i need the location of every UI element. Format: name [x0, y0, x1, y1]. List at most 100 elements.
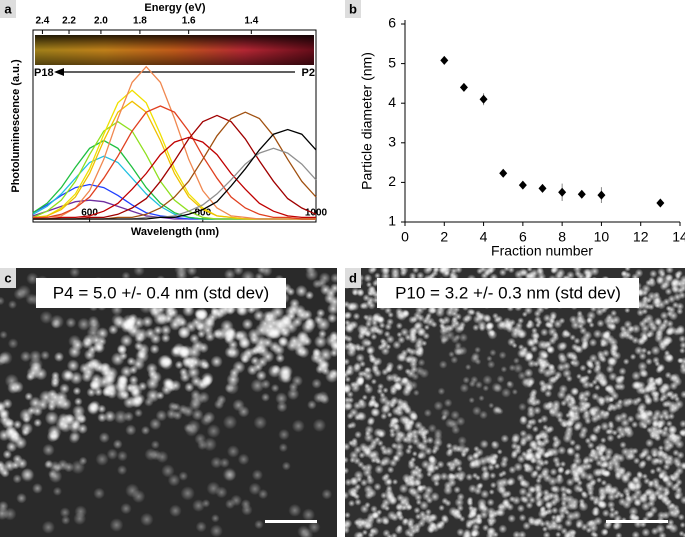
particle: [501, 366, 508, 373]
particle: [609, 347, 617, 355]
particle: [600, 341, 606, 347]
particle: [421, 435, 427, 441]
particle: [50, 431, 60, 441]
particle: [370, 505, 378, 513]
particle: [451, 335, 460, 344]
particle: [639, 301, 648, 310]
particle: [316, 309, 325, 318]
particle: [478, 395, 484, 401]
particle: [607, 357, 616, 366]
particle: [511, 442, 519, 450]
particle: [261, 393, 270, 402]
particle: [180, 372, 191, 383]
particle: [396, 502, 406, 512]
particle: [535, 488, 545, 498]
particle: [74, 397, 83, 406]
particle: [636, 309, 644, 317]
particle: [594, 384, 600, 390]
particle: [557, 352, 566, 361]
particle: [140, 513, 153, 526]
particle: [585, 473, 594, 482]
particle: [200, 414, 212, 426]
particle: [675, 439, 685, 449]
particle: [634, 346, 643, 355]
particle: [360, 504, 369, 513]
particle: [524, 368, 534, 378]
particle: [107, 449, 118, 460]
particle: [350, 381, 356, 387]
particle: [311, 378, 321, 388]
particle: [516, 474, 524, 482]
particle: [288, 504, 301, 517]
particle: [214, 399, 224, 409]
particle: [631, 324, 641, 334]
particle: [656, 277, 664, 285]
particle: [449, 419, 459, 429]
particle: [540, 328, 548, 336]
particle: [487, 498, 495, 506]
particle: [156, 410, 168, 422]
particle: [638, 452, 646, 460]
particle: [145, 328, 156, 339]
panel-label: c: [4, 270, 11, 285]
particle: [509, 364, 516, 371]
particle: [416, 485, 425, 494]
particle: [486, 356, 492, 362]
particle: [198, 392, 210, 404]
particle: [381, 368, 388, 375]
particle: [543, 314, 552, 323]
particle: [287, 388, 299, 400]
particle: [365, 314, 375, 324]
particle: [563, 395, 572, 404]
y-tick-label: 4: [388, 94, 396, 110]
particle: [431, 448, 437, 454]
particle: [557, 342, 567, 352]
particle: [413, 390, 420, 397]
particle: [664, 350, 670, 356]
particle: [313, 419, 326, 432]
particle: [120, 503, 131, 514]
particle: [392, 423, 401, 432]
particle: [573, 423, 581, 431]
particle: [354, 343, 361, 350]
particle: [312, 349, 322, 359]
particle: [405, 384, 413, 392]
particle: [570, 498, 579, 507]
particle: [487, 360, 495, 368]
particle: [356, 353, 365, 362]
particle: [673, 327, 682, 336]
particle: [401, 518, 409, 526]
particle: [569, 439, 576, 446]
particle: [497, 375, 505, 383]
particle: [488, 264, 497, 273]
x2-tick-label: 2.2: [62, 16, 76, 27]
particle: [660, 271, 666, 277]
particle: [89, 381, 98, 390]
particle: [508, 466, 516, 474]
particle: [66, 317, 77, 328]
scale-bar: [265, 520, 317, 523]
particle: [372, 401, 379, 408]
particle: [511, 433, 520, 442]
particle: [353, 313, 361, 321]
particle: [252, 469, 263, 480]
particle: [187, 265, 198, 276]
particle: [412, 451, 418, 457]
particle: [396, 363, 404, 371]
particle: [579, 364, 586, 371]
particle: [674, 271, 681, 278]
particle: [598, 501, 606, 509]
particle: [295, 345, 307, 357]
particle: [81, 371, 93, 383]
particle: [439, 520, 445, 526]
arrow-head: [54, 68, 64, 76]
particle: [657, 418, 666, 427]
particle: [380, 405, 390, 415]
particle: [485, 323, 493, 331]
particle: [552, 485, 561, 494]
particle: [114, 410, 128, 424]
particle: [426, 265, 433, 272]
particle: [386, 362, 394, 370]
y-tick-label: 5: [388, 54, 396, 70]
particle: [579, 327, 587, 335]
